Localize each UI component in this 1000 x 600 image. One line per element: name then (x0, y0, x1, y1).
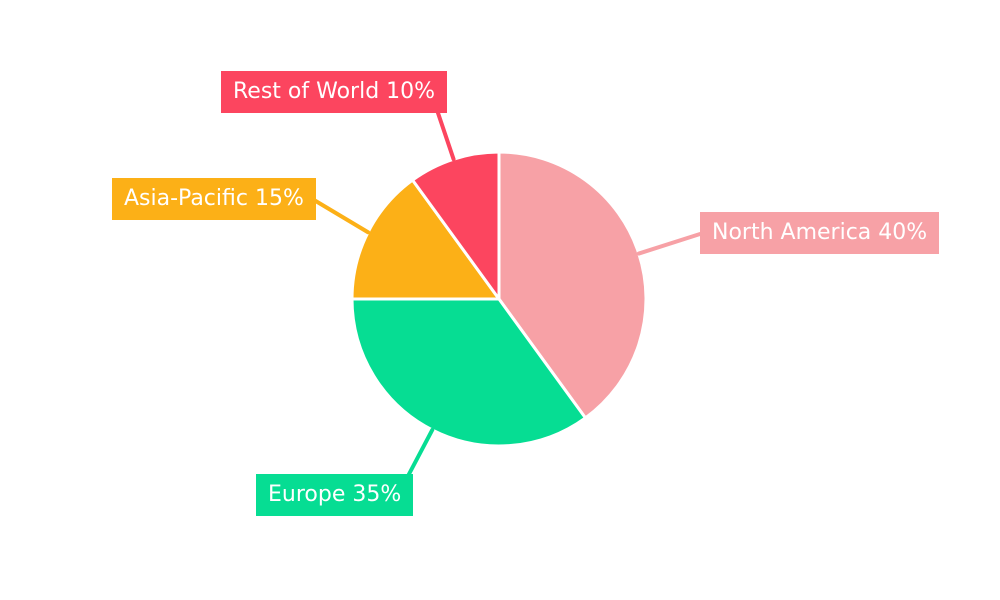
callout-asia-pacific: Asia-Pacific 15% (112, 178, 316, 220)
callout-north-america-label: North America 40% (712, 220, 928, 245)
label-connector-north-america (636, 232, 702, 256)
callout-north-america: North America 40% (700, 212, 940, 254)
callout-europe-label: Europe 35% (268, 482, 402, 507)
callout-rest-of-world-label: Rest of World 10% (233, 79, 436, 104)
label-connector-rest-of-world (435, 108, 456, 162)
callout-rest-of-world: Rest of World 10% (221, 71, 448, 113)
label-connector-europe (406, 427, 435, 478)
callout-europe: Europe 35% (256, 474, 414, 516)
callout-asia-pacific-label: Asia-Pacific 15% (124, 186, 304, 211)
label-connector-asia-pacific (312, 198, 371, 235)
